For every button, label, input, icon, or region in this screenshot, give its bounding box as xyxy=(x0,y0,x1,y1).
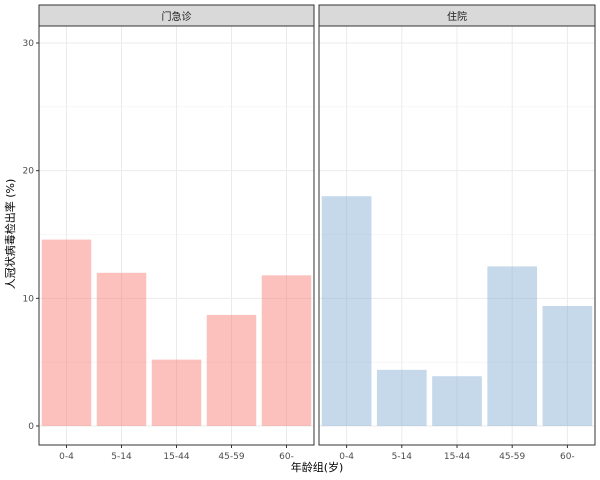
x-tick-label: 15-44 xyxy=(163,452,189,462)
panel-2: 住院 0-4 5-14 15-44 45-59 60- xyxy=(318,4,596,462)
bar-0-4 xyxy=(321,196,372,426)
y-axis: 0 10 20 30 xyxy=(23,39,39,432)
x-tick-label: 45-59 xyxy=(218,452,244,462)
x-tick-label: 5-14 xyxy=(392,452,413,462)
strip-label: 门急诊 xyxy=(162,10,192,23)
y-tick-label: 30 xyxy=(23,39,35,49)
y-tick-label: 10 xyxy=(23,294,35,304)
bar-60- xyxy=(542,305,593,426)
bar-5-14 xyxy=(96,272,147,426)
x-tick-label: 5-14 xyxy=(111,452,132,462)
x-tick-label: 60- xyxy=(279,452,294,462)
bar-45-59 xyxy=(206,314,257,426)
x-tick-label: 15-44 xyxy=(444,452,470,462)
panels: 门急诊 0-4 5-14 15-44 45-59 60- 住院 0-4 5-14 15-44 45-… xyxy=(38,4,596,462)
x-tick-label: 60- xyxy=(560,452,575,462)
bar-60- xyxy=(261,275,312,426)
x-axis-title: 年龄组(岁) xyxy=(291,460,344,474)
bar-0-4 xyxy=(41,239,92,426)
panel-1: 门急诊 0-4 5-14 15-44 45-59 60- xyxy=(38,4,315,462)
x-tick-label: 45-59 xyxy=(499,452,525,462)
y-tick-label: 20 xyxy=(23,167,35,177)
bar-5-14 xyxy=(376,369,427,426)
y-axis-title: 人冠状病毒检出率 (%) xyxy=(3,179,17,290)
bar-15-44 xyxy=(151,359,202,426)
x-tick-label: 0-4 xyxy=(339,452,354,462)
strip-label: 住院 xyxy=(447,10,467,23)
x-tick-label: 0-4 xyxy=(59,452,74,462)
bar-45-59 xyxy=(487,266,538,426)
y-tick-label: 0 xyxy=(28,422,34,432)
bar-15-44 xyxy=(432,376,482,426)
